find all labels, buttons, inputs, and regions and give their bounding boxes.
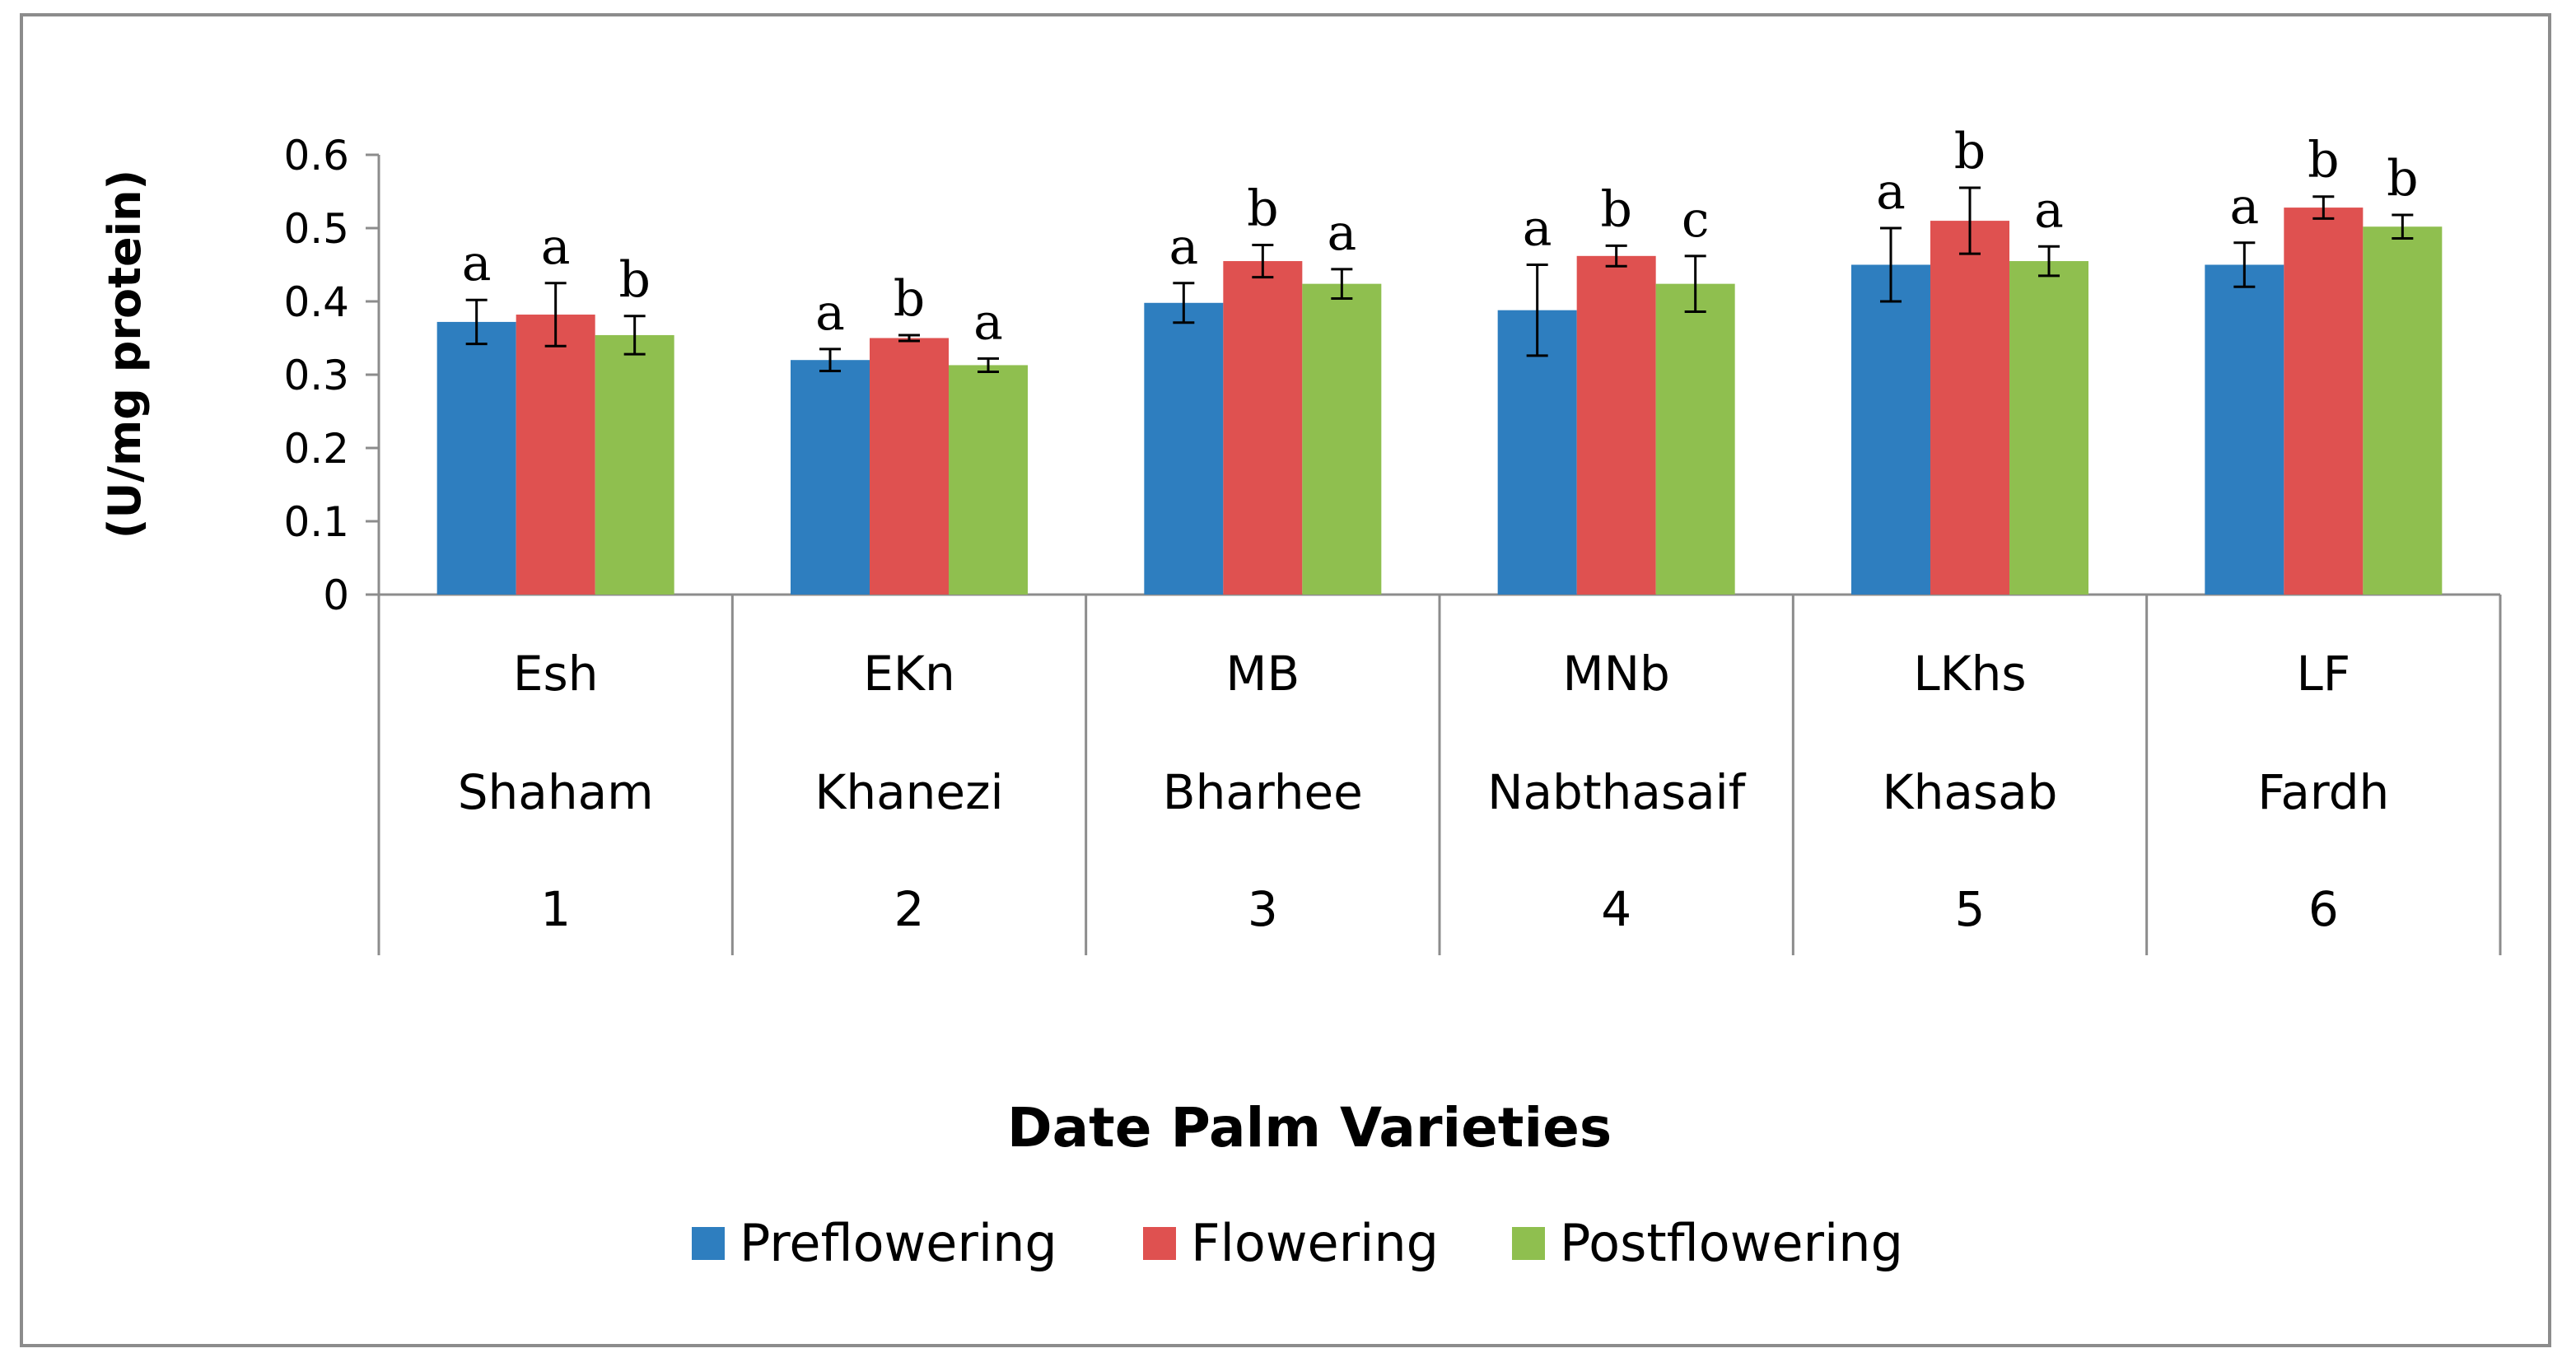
category-name-label: Khasab (1883, 764, 2058, 820)
significance-letter: a (541, 218, 571, 276)
significance-letter: b (2308, 132, 2339, 189)
category-number-label: 1 (540, 881, 571, 937)
legend-swatch (692, 1227, 725, 1260)
bar (436, 321, 516, 595)
category-name-label: Bharhee (1163, 764, 1363, 820)
category-code-label: MB (1225, 646, 1300, 702)
legend-swatch (1512, 1227, 1545, 1260)
category-code-label: Esh (513, 646, 599, 702)
y-tick-label: 0 (323, 572, 349, 619)
significance-letter: c (1682, 191, 1710, 249)
category-name-label: Shaham (458, 764, 654, 820)
legend-label: Flowering (1191, 1213, 1439, 1273)
bar (1144, 302, 1224, 595)
category-labels: Esh Shaham 1 EKn Khanezi 2 MB Bharhee 3 MNb Nabtha… (458, 646, 2390, 937)
bar (949, 365, 1028, 595)
category-number-label: 4 (1601, 881, 1631, 937)
y-tick-label: 0.3 (283, 352, 349, 399)
bar (1851, 264, 1930, 595)
y-tick-label: 0.6 (283, 132, 349, 180)
significance-letter: a (1169, 218, 1198, 276)
significance-letter: a (1327, 204, 1356, 262)
significance-letter: a (815, 284, 845, 342)
bar (2284, 208, 2364, 595)
bar (1497, 310, 1577, 595)
bar (1655, 283, 1735, 595)
legend-swatch (1143, 1227, 1176, 1260)
y-tick-label: 0.5 (283, 205, 349, 253)
significance-letter: b (618, 251, 650, 309)
bar (595, 334, 674, 595)
category-number-label: 3 (1248, 881, 1278, 937)
category-name-label: Fardh (2257, 764, 2389, 820)
significance-letter: b (1247, 180, 1278, 237)
bar (1302, 283, 1382, 595)
bar (791, 360, 870, 595)
error-bars (465, 186, 2414, 373)
significance-letter: b (1954, 123, 1986, 180)
category-number-label: 2 (894, 881, 925, 937)
y-tick-label: 0.2 (283, 425, 349, 473)
significance-letter: a (462, 235, 492, 292)
category-code-label: LF (2296, 646, 2350, 702)
legend-label: Postflowering (1560, 1213, 1903, 1273)
chart-frame (20, 13, 2551, 1347)
bar (2363, 226, 2443, 595)
bar (1576, 255, 1656, 595)
x-axis-title: Date Palm Varieties (1007, 1096, 1612, 1159)
x-axis (377, 593, 2502, 955)
significance-letter: a (1523, 200, 1552, 258)
category-code-label: EKn (863, 646, 954, 702)
y-tick-label: 0.1 (283, 498, 349, 546)
category-name-label: Nabthasaif (1487, 764, 1747, 820)
bar (870, 338, 949, 595)
category-number-label: 6 (2308, 881, 2339, 937)
bars (436, 208, 2443, 595)
significance-letter: b (894, 270, 925, 328)
category-code-label: LKhs (1913, 646, 2026, 702)
bar (1223, 261, 1303, 595)
legend-label: Preflowering (740, 1213, 1057, 1273)
bar (2205, 264, 2284, 595)
significance-letter: b (2387, 150, 2418, 208)
significance-letter: a (1876, 163, 1906, 221)
bar (1930, 221, 2009, 595)
significance-letter: a (973, 293, 1003, 351)
y-tick-label: 0.4 (283, 278, 349, 326)
y-axis: 0 0.1 0.2 0.3 0.4 0.5 0.6 (283, 132, 380, 619)
legend: Preflowering Flowering Postflowering (692, 1213, 1903, 1273)
significance-letter: a (2034, 181, 2064, 239)
bar (2009, 261, 2088, 595)
category-code-label: MNb (1563, 646, 1670, 702)
y-axis-title: (U/mg protein) (99, 170, 151, 539)
significance-letters: a aba b aab a a b c aba ab b (462, 123, 2419, 351)
bar (516, 315, 595, 595)
category-number-label: 5 (1955, 881, 1986, 937)
significance-letter: a (2229, 178, 2259, 236)
significance-letter: b (1600, 180, 1631, 238)
category-name-label: Khanezi (814, 764, 1003, 820)
